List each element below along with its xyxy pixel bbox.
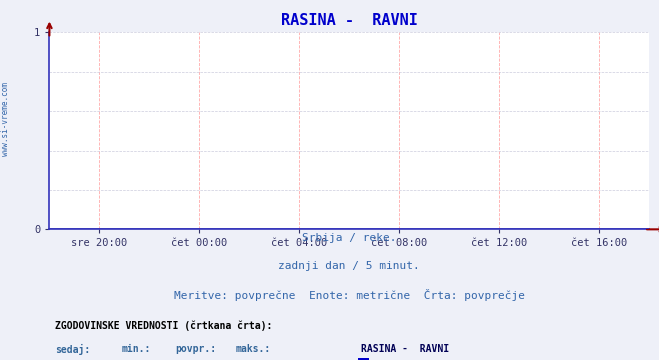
Text: www.si-vreme.com: www.si-vreme.com [1, 82, 10, 156]
Bar [358, 358, 369, 360]
Text: ZGODOVINSKE VREDNOSTI (črtkana črta):: ZGODOVINSKE VREDNOSTI (črtkana črta): [55, 321, 273, 331]
Text: povpr.:: povpr.: [175, 344, 217, 354]
Text: min.:: min.: [121, 344, 151, 354]
Title: RASINA -  RAVNI: RASINA - RAVNI [281, 13, 418, 28]
Text: Srbija / reke.: Srbija / reke. [302, 233, 397, 243]
Text: RASINA -  RAVNI: RASINA - RAVNI [361, 344, 449, 354]
Text: sedaj:: sedaj: [55, 344, 91, 355]
Text: Meritve: povprečne  Enote: metrične  Črta: povprečje: Meritve: povprečne Enote: metrične Črta:… [174, 289, 525, 301]
Text: maks.:: maks.: [235, 344, 271, 354]
Text: zadnji dan / 5 minut.: zadnji dan / 5 minut. [278, 261, 420, 271]
